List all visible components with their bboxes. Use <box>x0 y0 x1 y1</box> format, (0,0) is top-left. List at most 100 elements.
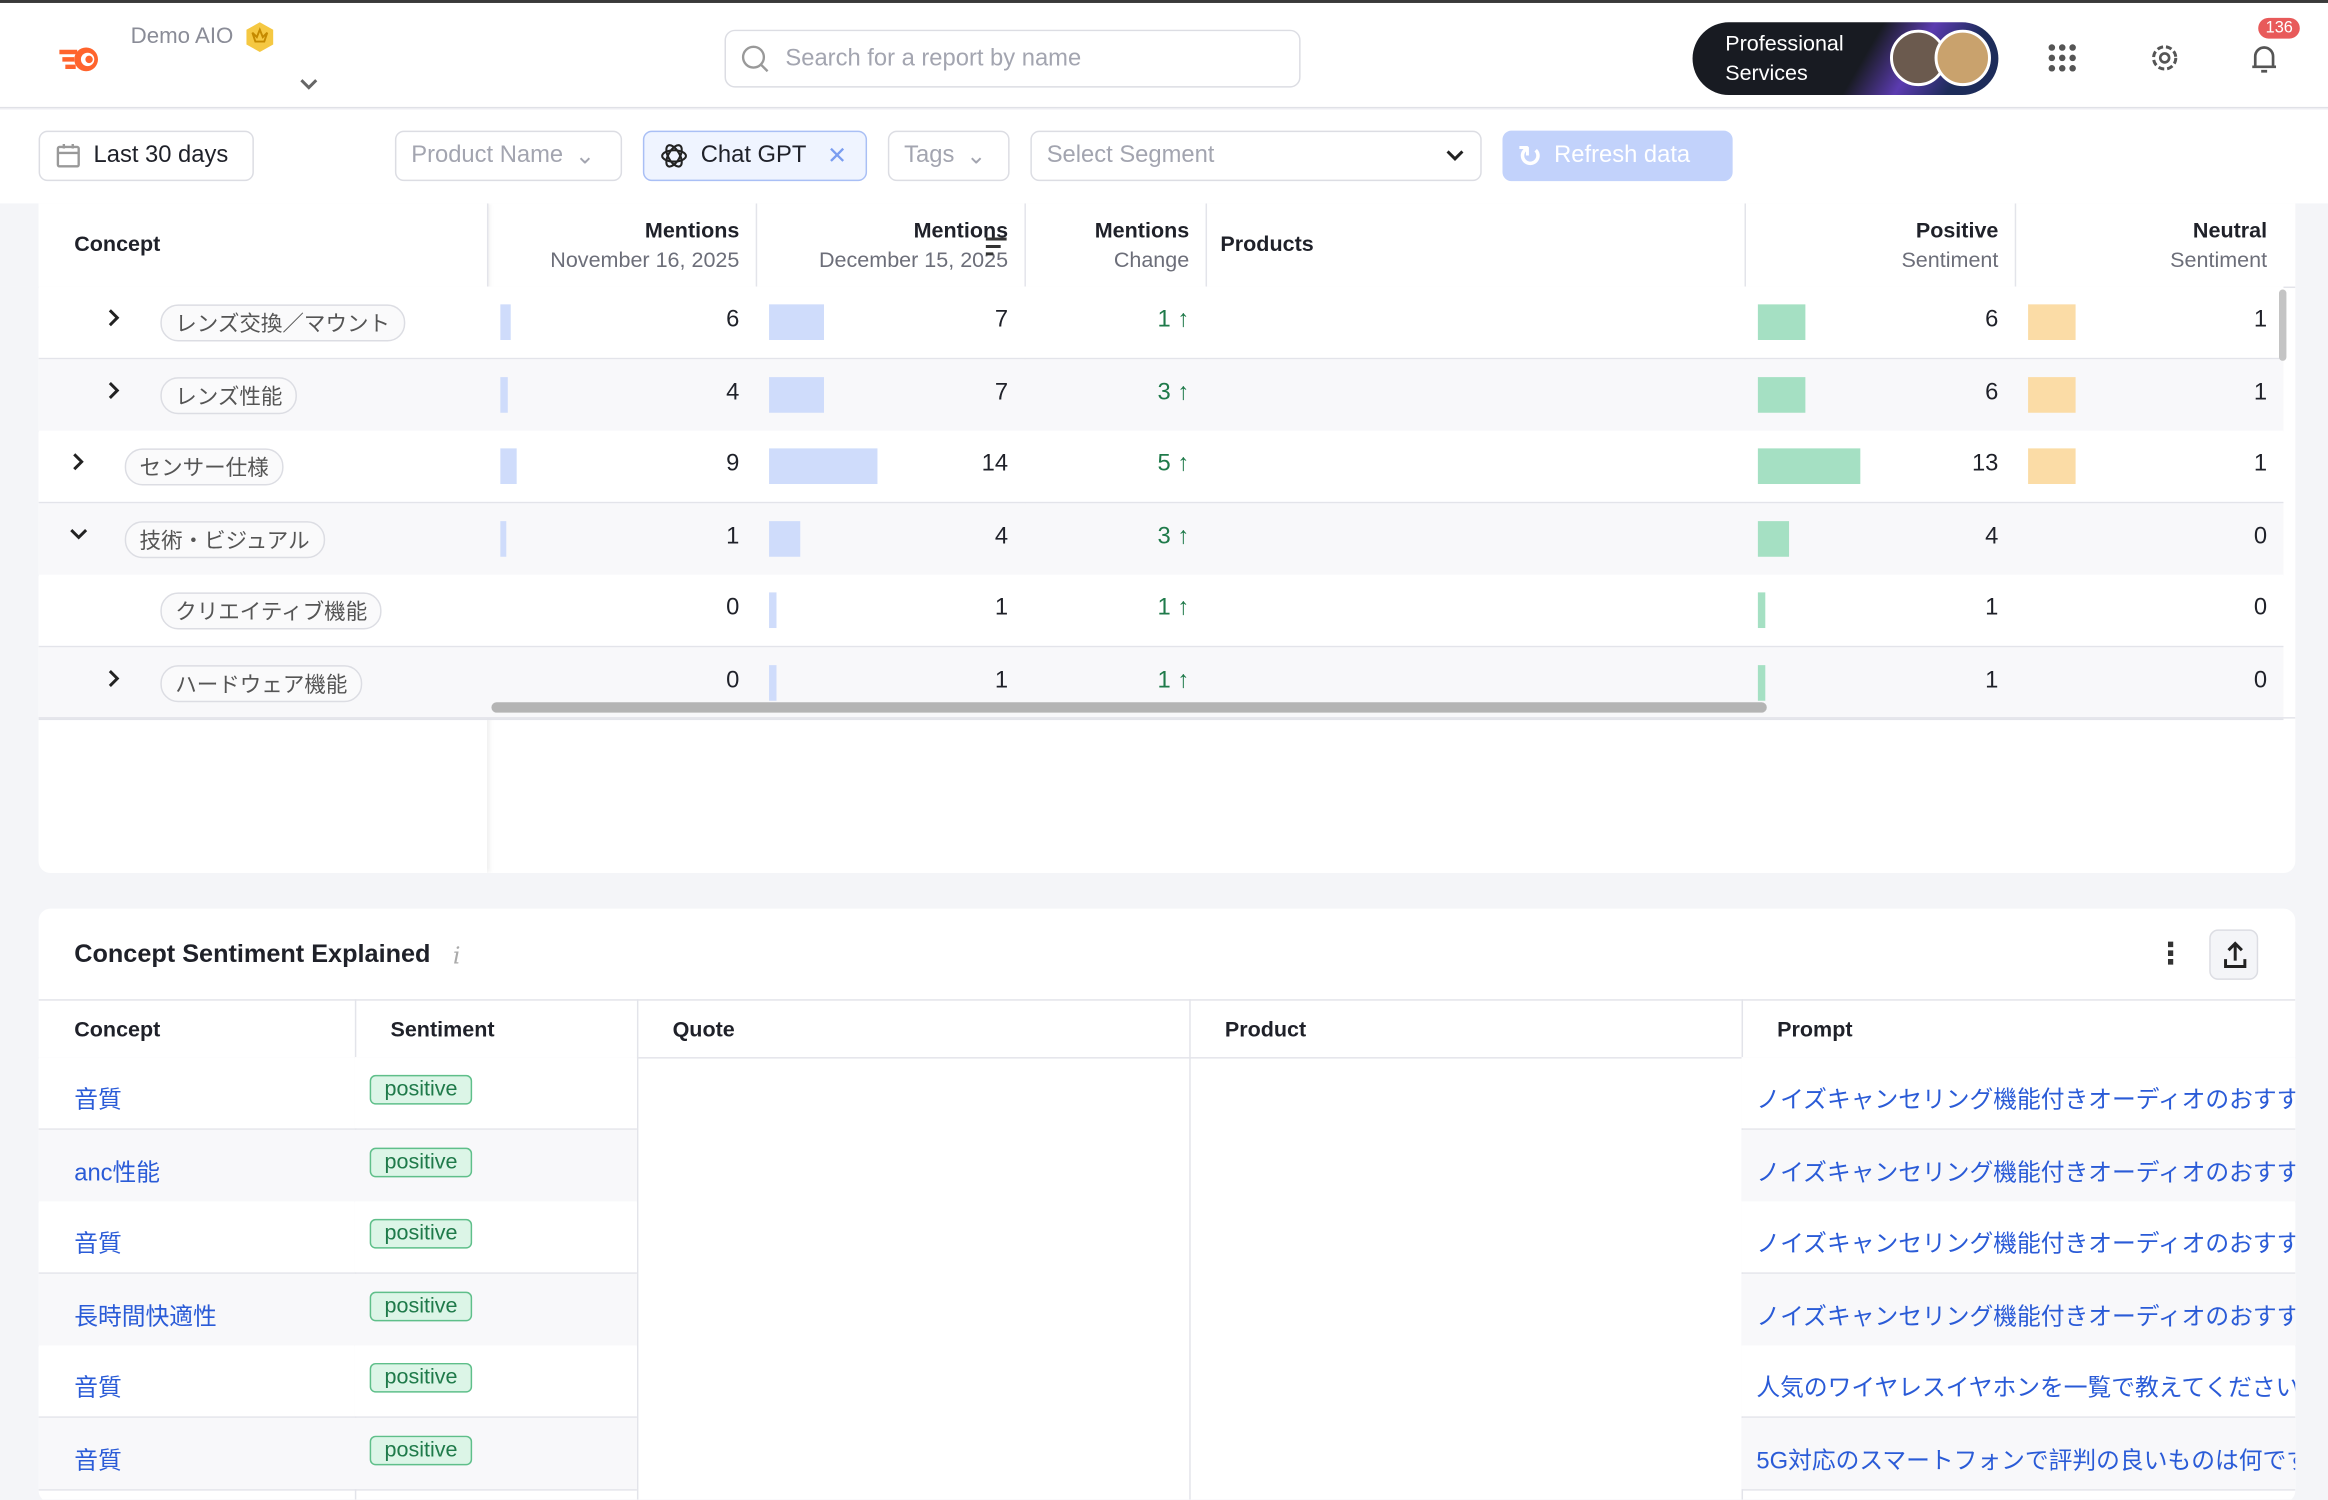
bell-icon[interactable] <box>2249 43 2279 76</box>
header-concept: Concept <box>74 233 161 257</box>
sentiment-badge: positive <box>369 1074 473 1105</box>
nov-value: 9 <box>726 451 740 477</box>
prompt-link[interactable]: 5G対応のスマートフォンで評判の良いものは何ですか <box>1756 1448 2296 1474</box>
info-icon[interactable]: i <box>452 941 461 970</box>
neutral-title: Neutral <box>2192 219 2268 244</box>
nov-subtitle: November 16, 2025 <box>550 249 740 274</box>
dec-bar <box>769 592 777 629</box>
concept-link[interactable]: 音質 <box>74 1232 122 1258</box>
prompt-link[interactable]: 人気のワイヤレスイヤホンを一覧で教えてください。 <box>1756 1376 2296 1402</box>
chevron-right-icon[interactable] <box>104 378 125 402</box>
header-prompt: Prompt <box>1777 1018 1853 1043</box>
vertical-scrollbar[interactable] <box>2278 289 2287 361</box>
concept-link[interactable]: 音質 <box>74 1448 122 1474</box>
notification-badge: 136 <box>2258 17 2301 39</box>
positive-bar <box>1757 664 1766 701</box>
concept-link[interactable]: 長時間快適性 <box>74 1304 217 1330</box>
chevron-down-icon[interactable] <box>298 77 319 92</box>
nov-value: 0 <box>726 667 740 693</box>
arrow-up-icon: ↑ <box>1170 379 1190 405</box>
refresh-data-button[interactable]: ↻ Refresh data <box>1502 130 1733 182</box>
chevron-down-icon: ⌄ <box>574 144 595 170</box>
row-divider <box>1741 1344 2296 1346</box>
product-name-label: Product Name <box>411 142 564 168</box>
neutral-value: 1 <box>2253 379 2268 405</box>
positive-value: 4 <box>1985 523 1999 549</box>
positive-bar <box>1757 592 1766 629</box>
change-value: 1 <box>1157 595 1171 621</box>
workspace-name[interactable]: Demo AIO <box>130 23 234 49</box>
dec-value: 14 <box>981 451 1009 477</box>
header-change: Mentions Change <box>1024 217 1189 276</box>
table-row[interactable]: センサー仕様 9 14 13 1 5 ↑ <box>38 430 2284 503</box>
concept-tag[interactable]: レンズ性能 <box>160 376 298 414</box>
chevron-right-icon[interactable] <box>68 450 89 474</box>
table-bottom-border <box>38 717 2296 719</box>
concept-tag[interactable]: センサー仕様 <box>124 448 284 486</box>
close-icon[interactable]: ✕ <box>827 144 848 170</box>
search-input[interactable]: Search for a report by name <box>724 29 1301 88</box>
avatar <box>1934 29 1991 87</box>
header-nov: Mentions November 16, 2025 <box>487 217 739 276</box>
concept-tag[interactable]: レンズ交換／マウント <box>160 304 405 342</box>
chevron-down-icon: ⌄ <box>966 144 987 170</box>
table-row[interactable]: クリエイティブ機能 0 1 1 0 1 ↑ <box>38 574 2284 647</box>
concept-tag[interactable]: ハードウェア機能 <box>160 664 363 702</box>
positive-value: 1 <box>1985 667 1999 693</box>
prompt-link[interactable]: ノイズキャンセリング機能付きオーディオのおすすめ <box>1756 1232 2296 1258</box>
crown-icon <box>246 22 274 52</box>
horizontal-scrollbar[interactable] <box>491 702 1767 713</box>
concept-sentiment-explained-card: Concept Sentiment Explained i ⋮ Concept S… <box>38 908 2296 1500</box>
concept-tag[interactable]: クリエイティブ機能 <box>160 592 383 630</box>
positive-value: 13 <box>1971 451 1999 477</box>
tags-dropdown[interactable]: Tags ⌄ <box>887 130 1010 182</box>
professional-services-banner[interactable]: Professional Services <box>1692 22 1999 96</box>
neutral-value: 0 <box>2253 523 2268 549</box>
mentions-change: 1 ↑ <box>1024 595 1190 622</box>
apps-grid-icon[interactable] <box>2047 43 2077 73</box>
segment-select[interactable]: Select Segment <box>1030 130 1482 182</box>
prompt-link[interactable]: ノイズキャンセリング機能付きオーディオのおすすめ <box>1756 1160 2296 1186</box>
dec-value: 4 <box>994 523 1009 549</box>
concept-tag[interactable]: 技術・ビジュアル <box>124 520 325 558</box>
upload-icon <box>2224 941 2247 969</box>
concept-link[interactable]: 音質 <box>74 1088 122 1114</box>
mentions-change: 1 ↑ <box>1024 667 1190 694</box>
dec-bar <box>769 304 824 340</box>
sort-icon[interactable] <box>984 236 1008 257</box>
row-bg <box>38 1129 355 1201</box>
chevron-right-icon[interactable] <box>104 666 125 690</box>
row-bg <box>1741 1129 2296 1201</box>
more-options-icon[interactable]: ⋮ <box>2155 938 2186 971</box>
row-divider <box>38 1416 637 1418</box>
prompt-link[interactable]: ノイズキャンセリング機能付きオーディオのおすすめ <box>1756 1088 2296 1114</box>
change-value: 3 <box>1157 379 1171 405</box>
date-range-button[interactable]: Last 30 days <box>38 130 254 182</box>
neutral-bar <box>2028 304 2076 340</box>
change-value: 1 <box>1157 307 1171 333</box>
table-row[interactable]: 技術・ビジュアル 1 4 4 0 3 ↑ <box>38 502 2284 575</box>
header-sentiment: Sentiment <box>390 1018 495 1043</box>
positive-value: 1 <box>1985 595 1999 621</box>
positive-bar <box>1757 520 1790 557</box>
table-row[interactable]: レンズ性能 4 7 6 1 3 ↑ <box>38 358 2284 431</box>
product-name-dropdown[interactable]: Product Name ⌄ <box>394 130 623 182</box>
semrush-logo-icon[interactable] <box>56 43 104 76</box>
prompt-link[interactable]: ノイズキャンセリング機能付きオーディオのおすすめ <box>1756 1304 2296 1330</box>
row-bg <box>1741 1273 2296 1345</box>
chat-gpt-filter-chip[interactable]: Chat GPT ✕ <box>642 130 868 182</box>
concept-link[interactable]: 音質 <box>74 1376 122 1402</box>
arrow-up-icon: ↑ <box>1170 523 1190 549</box>
chevron-down-icon[interactable] <box>68 522 89 546</box>
card-title: Concept Sentiment Explained <box>74 939 431 969</box>
nov-value: 1 <box>726 523 740 549</box>
gear-icon[interactable] <box>2148 42 2181 75</box>
header-concept: Concept <box>74 1018 161 1043</box>
change-value: 3 <box>1157 523 1171 549</box>
export-button[interactable] <box>2209 929 2259 980</box>
sentiment-badge: positive <box>369 1434 473 1465</box>
chevron-right-icon[interactable] <box>104 306 125 330</box>
header-divider <box>38 1057 2296 1059</box>
concept-link[interactable]: anc性能 <box>74 1160 161 1186</box>
table-row[interactable]: レンズ交換／マウント 6 7 6 1 1 ↑ <box>38 286 2284 359</box>
